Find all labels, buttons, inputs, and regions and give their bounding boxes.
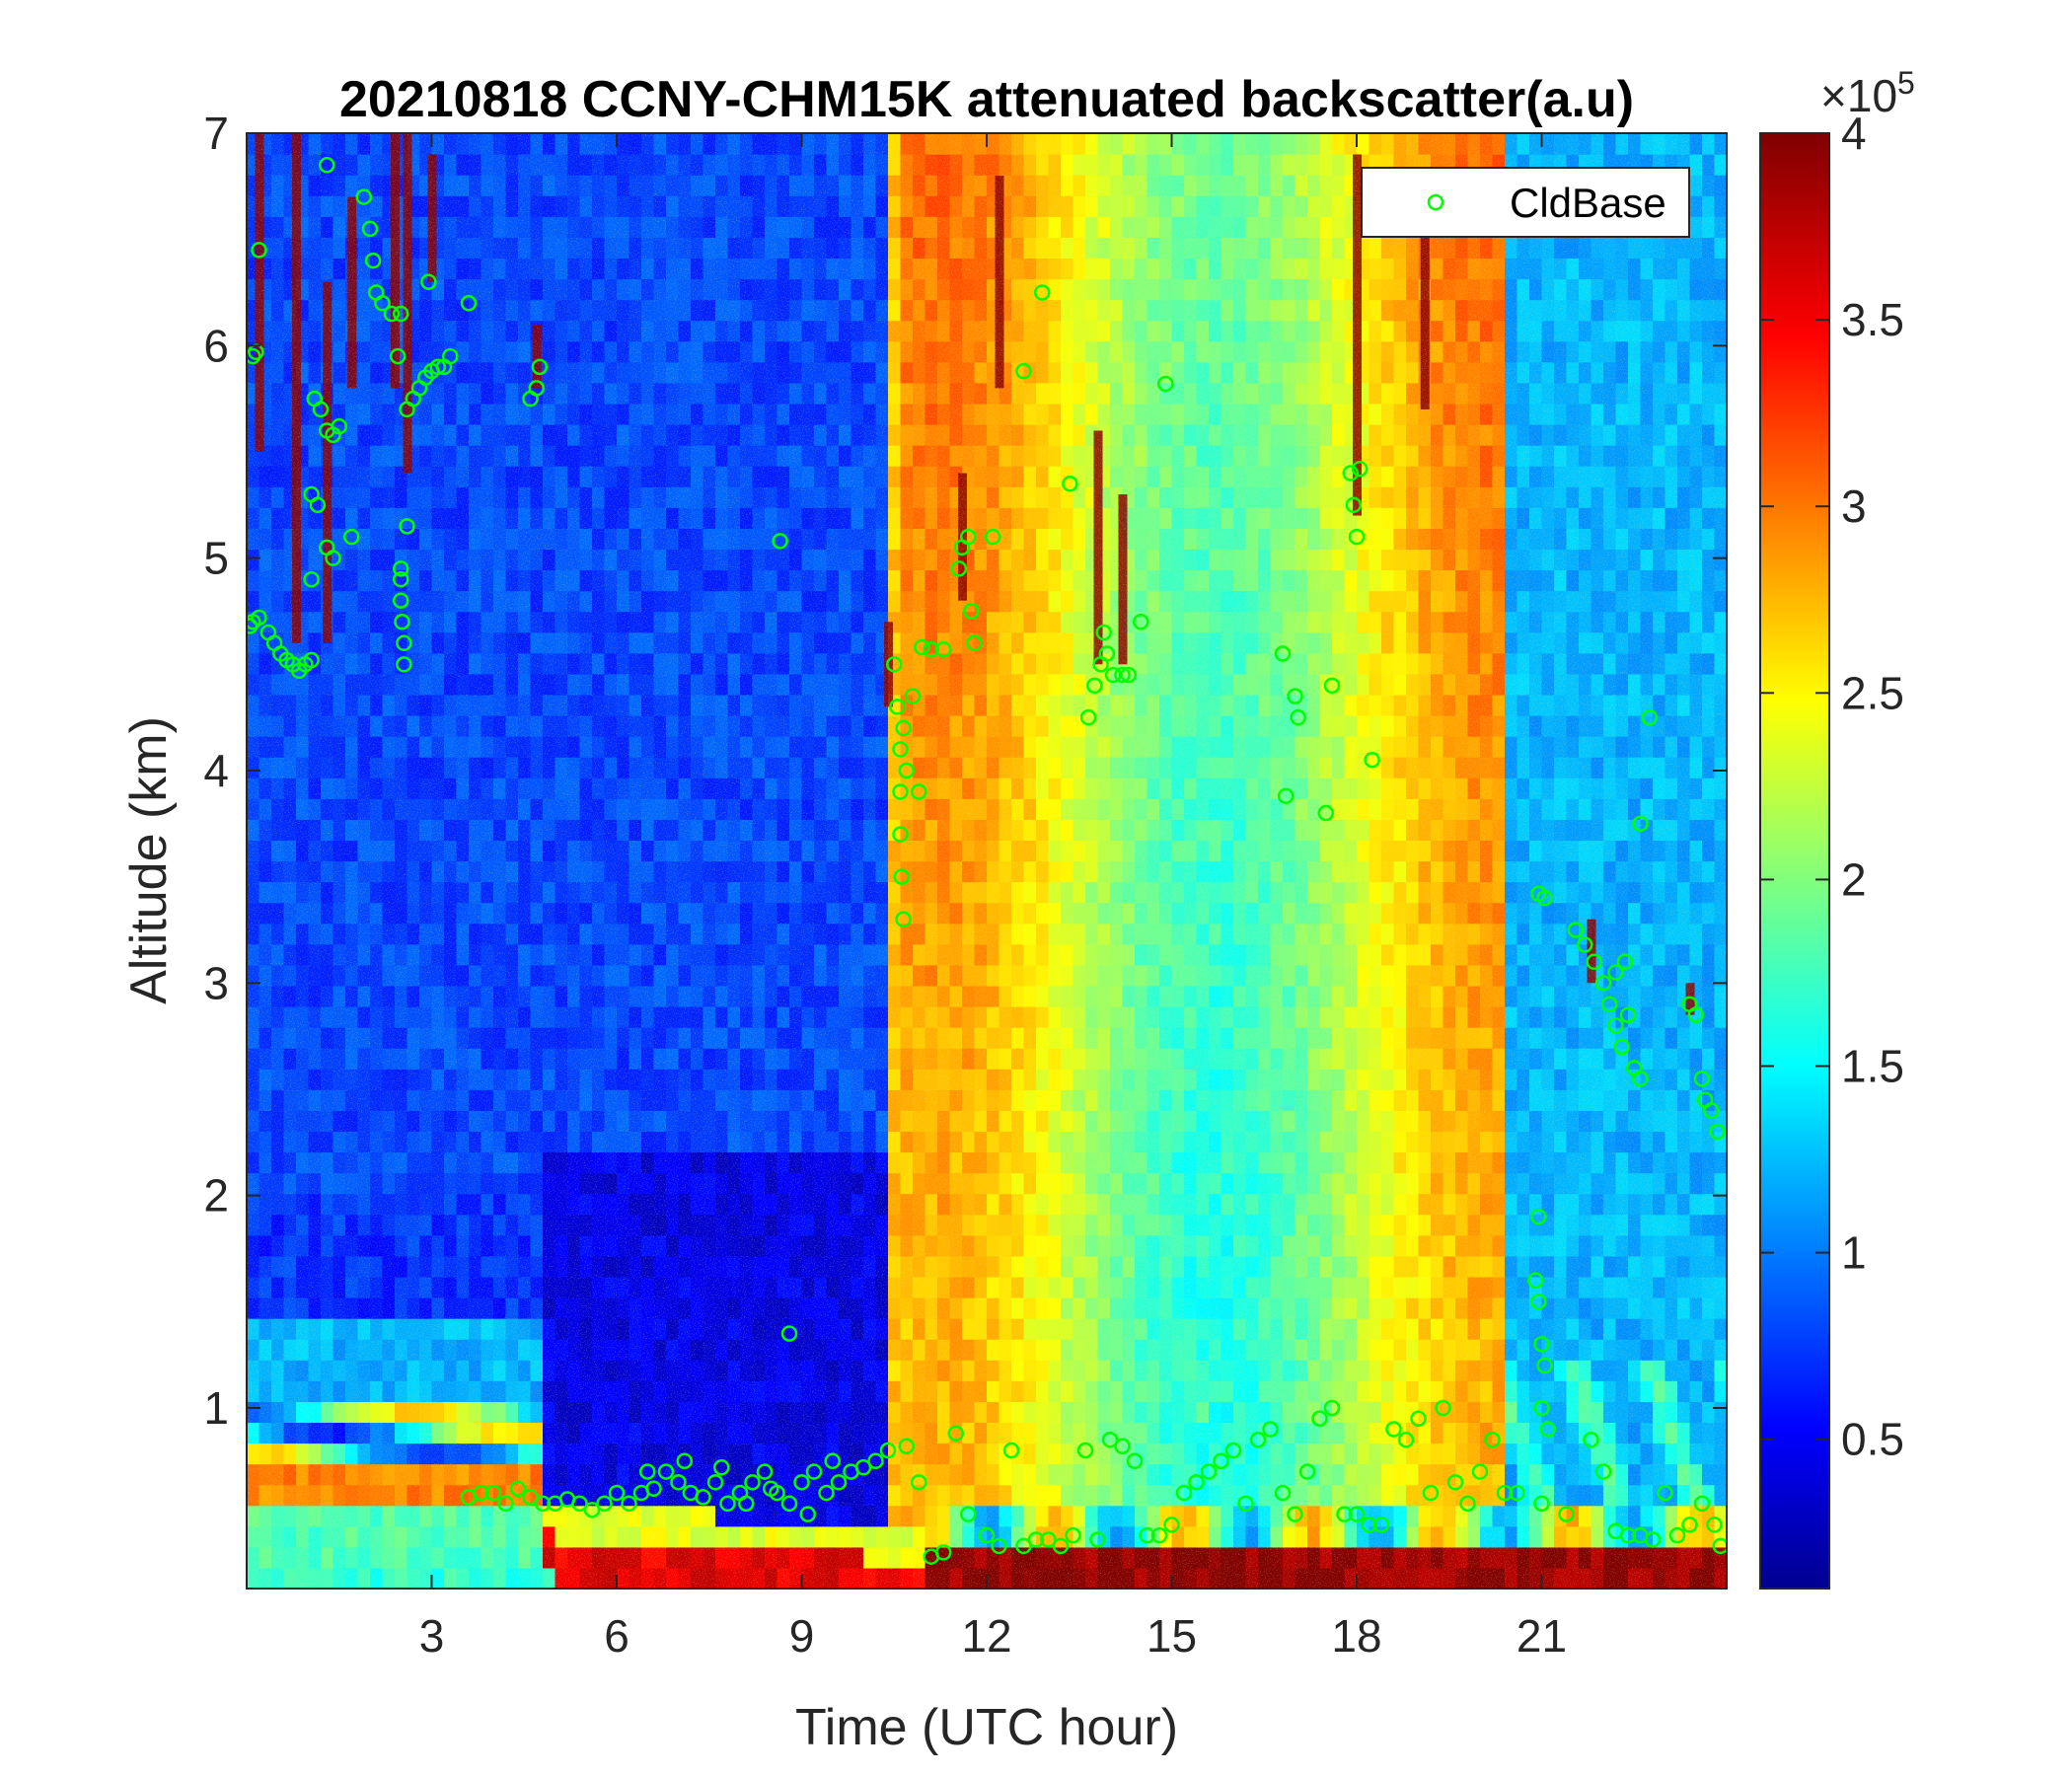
backscatter-chart: 3 6 9 12 15 18 21 1234567 20210818 CCNY-CHM15K… [120,65,1915,1756]
